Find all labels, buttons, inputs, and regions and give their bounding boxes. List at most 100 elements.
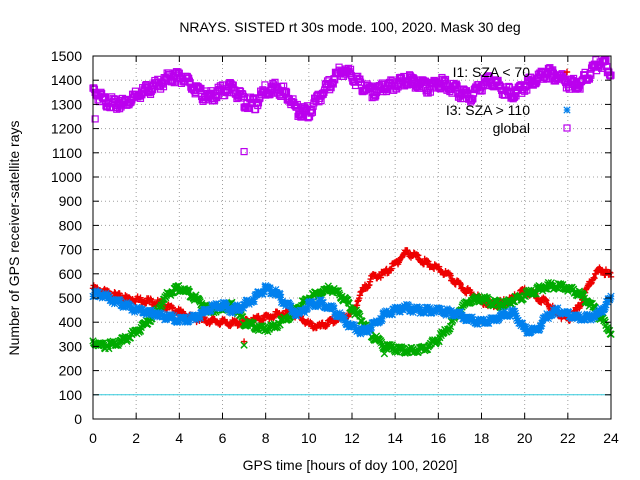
data-point xyxy=(547,67,555,75)
ticks xyxy=(92,55,612,420)
data-point xyxy=(340,313,348,321)
data-point xyxy=(250,297,258,306)
data-point xyxy=(228,309,237,317)
y-tick-label: 1200 xyxy=(51,121,82,137)
data-point xyxy=(543,297,550,304)
legend-label: I3: SZA > 110 xyxy=(446,102,530,118)
data-point xyxy=(366,281,373,289)
data-point xyxy=(266,284,274,292)
data-point xyxy=(410,75,418,83)
data-point xyxy=(116,290,123,297)
data-point xyxy=(168,305,176,312)
data-point xyxy=(549,310,557,318)
data-point xyxy=(233,301,242,309)
legend: I1: SZA < 70 I3: SZA > 110 global xyxy=(446,64,571,136)
y-tick-label: 1500 xyxy=(51,48,82,64)
data-point xyxy=(585,311,594,319)
data-point xyxy=(602,301,610,309)
legend-marker xyxy=(563,68,571,76)
data-point xyxy=(237,94,245,102)
data-point xyxy=(100,93,109,101)
data-point xyxy=(468,313,476,321)
data-point xyxy=(341,318,350,327)
data-point xyxy=(569,76,577,85)
y-tick-label: 1300 xyxy=(51,96,82,112)
data-point xyxy=(500,307,509,316)
data-point xyxy=(249,295,258,304)
data-point xyxy=(414,252,422,259)
data-point xyxy=(180,314,188,322)
data-point xyxy=(354,298,361,305)
data-point xyxy=(291,102,299,110)
grid xyxy=(93,56,611,419)
data-point xyxy=(271,78,279,86)
data-point xyxy=(575,311,583,319)
data-point xyxy=(229,81,237,89)
data-point xyxy=(442,311,450,319)
x-tick-label: 24 xyxy=(603,430,619,446)
series-layer xyxy=(89,56,615,358)
x-tick-label: 20 xyxy=(517,430,533,446)
data-point xyxy=(523,86,531,94)
x-tick-label: 10 xyxy=(301,430,317,446)
data-point xyxy=(554,304,562,312)
x-tick-label: 18 xyxy=(474,430,490,446)
outlier-point xyxy=(240,341,248,349)
data-point xyxy=(308,320,315,327)
data-point xyxy=(355,310,363,319)
data-point xyxy=(467,96,476,104)
y-tick-label: 600 xyxy=(59,266,83,282)
data-point xyxy=(241,300,249,308)
data-point xyxy=(494,316,502,324)
data-point xyxy=(457,281,464,288)
outlier-point xyxy=(240,338,248,345)
data-point xyxy=(607,269,614,277)
y-tick-labels: 0 100 200 300 400 500 600 700 800 900 1000 1100 1200… xyxy=(51,48,82,427)
data-point xyxy=(485,319,493,327)
series-global xyxy=(89,56,615,122)
data-point xyxy=(548,68,556,76)
data-point xyxy=(238,313,247,321)
data-point xyxy=(90,292,98,301)
data-point xyxy=(148,296,155,304)
data-point xyxy=(282,87,290,95)
data-point xyxy=(334,287,343,295)
data-point xyxy=(511,309,519,317)
data-point xyxy=(147,306,155,315)
data-point xyxy=(404,247,411,254)
y-tick-label: 1400 xyxy=(51,72,82,88)
data-point xyxy=(169,312,178,320)
x-tick-label: 16 xyxy=(431,430,447,446)
data-point xyxy=(195,84,203,92)
data-point xyxy=(409,74,417,82)
y-axis-label: Number of GPS receiver-satellite rays xyxy=(6,121,22,356)
data-point xyxy=(360,323,368,332)
data-point xyxy=(260,316,267,324)
data-point xyxy=(324,321,331,328)
x-tick-label: 12 xyxy=(344,430,360,446)
y-tick-label: 0 xyxy=(74,411,82,427)
x-tick-label: 4 xyxy=(175,430,183,446)
data-point xyxy=(510,307,519,315)
data-point xyxy=(564,308,573,316)
data-point xyxy=(587,280,595,287)
y-tick-label: 1000 xyxy=(51,169,82,185)
data-point xyxy=(349,306,358,315)
data-point xyxy=(536,325,544,333)
data-point xyxy=(308,106,316,114)
data-point xyxy=(170,79,178,87)
data-point xyxy=(196,314,204,322)
legend-label: I1: SZA < 70 xyxy=(453,64,531,80)
data-point xyxy=(377,274,384,281)
data-point xyxy=(393,85,401,93)
data-point xyxy=(169,77,177,86)
data-point xyxy=(576,85,584,93)
data-point xyxy=(592,270,600,278)
data-point xyxy=(446,325,454,333)
data-point xyxy=(416,303,424,312)
data-point xyxy=(441,75,450,84)
data-point xyxy=(138,305,146,313)
data-point xyxy=(255,312,262,320)
data-point xyxy=(330,304,338,313)
